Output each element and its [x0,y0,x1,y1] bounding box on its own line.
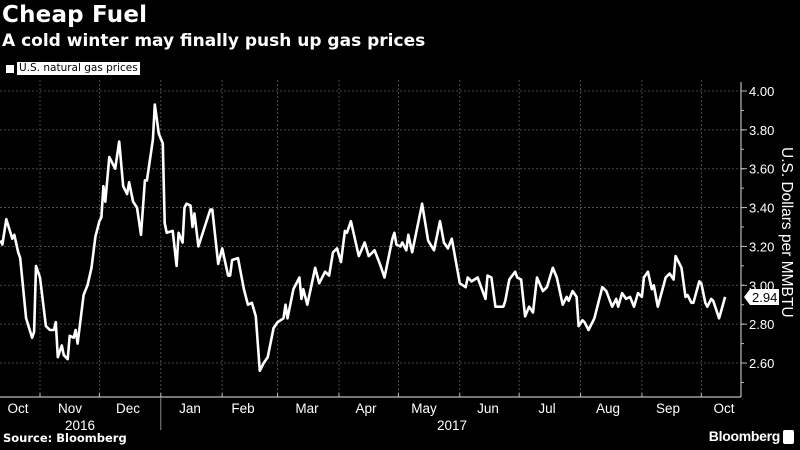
y-tick-label: 3.80 [749,123,774,138]
legend-label: U.S. natural gas prices [17,62,140,75]
y-tick-label: 2.80 [749,317,774,332]
bloomberg-logo: Bloomberg [708,428,781,444]
bloomberg-terminal-icon [783,430,794,444]
x-tick-label: Aug [596,401,620,416]
year-label: 2017 [437,418,467,433]
last-value-badge [744,288,779,305]
last-value-text: 2.94 [752,290,777,305]
chart-title: Cheap Fuel [2,2,148,28]
y-tick-label: 3.20 [749,239,774,254]
x-tick-label: Oct [713,401,734,416]
y-tick-label: 4.00 [749,84,774,99]
source-note: Source: Bloomberg [3,431,127,445]
y-axis-label: U.S. Dollars per MMBTU [778,147,795,318]
x-tick-label: Jul [538,401,555,416]
grid [0,80,741,397]
legend-swatch [6,64,14,73]
x-tick-label: Nov [58,401,82,416]
last-value-label: 2.94 [744,288,779,305]
x-tick-label: Feb [231,401,254,416]
x-tick-label: Jun [477,401,499,416]
year-label: 2016 [65,418,95,433]
series-line [0,103,727,373]
x-tick-label: Oct [7,401,28,416]
legend: U.S. natural gas prices [6,62,140,75]
x-tick-label: Mar [295,401,319,416]
y-tick-label: 3.40 [749,201,774,216]
x-tick-label: May [411,401,437,416]
chart-subtitle: A cold winter may finally push up gas pr… [2,31,426,51]
x-tick-label: Apr [355,401,377,416]
y-tick-label: 2.60 [749,356,774,371]
x-tick-label: Jan [179,401,201,416]
x-tick-label: Dec [116,401,140,416]
y-tick-label: 3.60 [749,162,774,177]
x-tick-label: Sep [656,401,680,416]
